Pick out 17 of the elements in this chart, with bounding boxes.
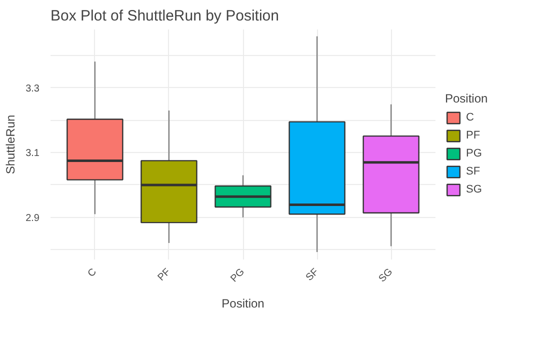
legend-title: Position	[445, 92, 488, 106]
y-tick-label: 3.1	[26, 148, 40, 160]
chart-title: Box Plot of ShuttleRun by Position	[50, 8, 279, 24]
x-tick-label: PF	[156, 266, 173, 284]
y-axis-title: ShuttleRun	[4, 114, 18, 174]
legend-label: PF	[466, 130, 482, 142]
x-tick-label: C	[86, 266, 99, 280]
y-tick-label: 3.3	[26, 83, 40, 94]
x-tick-label: SG	[376, 266, 396, 285]
x-axis-title: Position	[222, 296, 264, 310]
y-tick-label: 2.9	[26, 212, 40, 224]
legend-label: PG	[466, 148, 483, 160]
x-tick-label: PG	[228, 266, 248, 285]
legend-label: C	[466, 112, 475, 124]
legend-label: SF	[466, 166, 482, 178]
x-tick-label: SF	[304, 266, 321, 284]
legend-label: SG	[466, 184, 483, 196]
